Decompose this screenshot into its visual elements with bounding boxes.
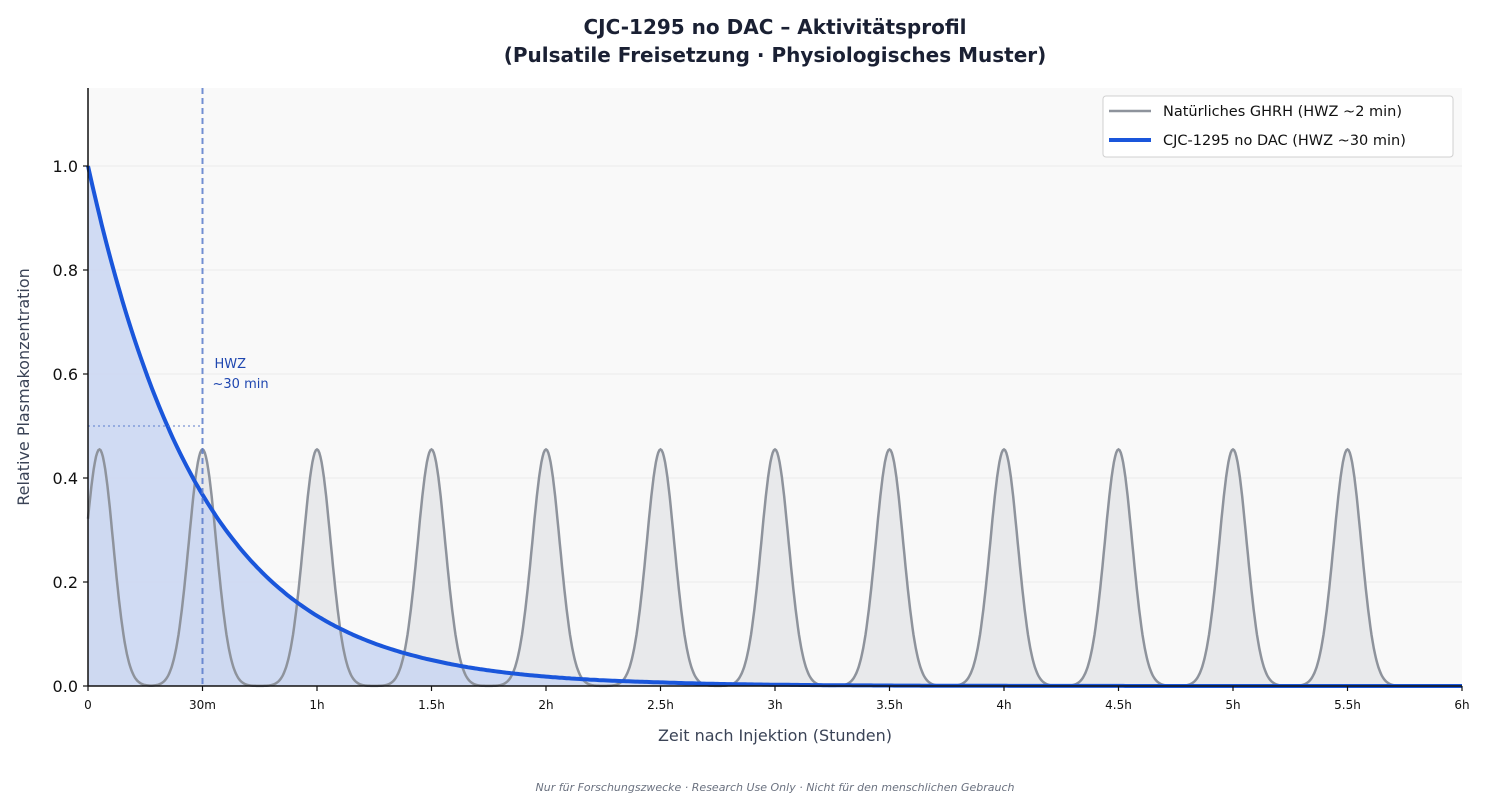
- half-life-label-line2: ~30 min: [213, 377, 269, 392]
- x-tick-label: 1.5h: [418, 698, 445, 712]
- x-tick-label: 5.5h: [1334, 698, 1361, 712]
- x-tick-label: 3.5h: [876, 698, 903, 712]
- x-tick-label: 0: [84, 698, 92, 712]
- half-life-label-line1: HWZ: [215, 357, 247, 372]
- y-axis-label: Relative Plasmakonzentration: [14, 268, 33, 506]
- ghrh-area: [88, 449, 1462, 686]
- chart-title: CJC-1295 no DAC – Aktivitätsprofil: [583, 15, 966, 39]
- y-tick-label: 1.0: [53, 157, 78, 176]
- y-tick-label: 0.6: [53, 365, 78, 384]
- x-tick-label: 5h: [1225, 698, 1240, 712]
- y-tick-label: 0.0: [53, 677, 78, 696]
- chart-subtitle: (Pulsatile Freisetzung · Physiologisches…: [504, 43, 1047, 67]
- x-tick-label: 2.5h: [647, 698, 674, 712]
- x-tick-label: 1h: [309, 698, 324, 712]
- y-tick-label: 0.8: [53, 261, 78, 280]
- x-tick-label: 2h: [538, 698, 553, 712]
- x-axis-label: Zeit nach Injektion (Stunden): [658, 726, 892, 745]
- legend-box: [1102, 95, 1454, 158]
- y-tick-label: 0.2: [53, 573, 78, 592]
- footer-disclaimer: Nur für Forschungszwecke · Research Use …: [536, 781, 1015, 794]
- y-tick-label: 0.4: [53, 469, 78, 488]
- legend: Natürliches GHRH (HWZ ~2 min) CJC-1295 n…: [1102, 95, 1454, 158]
- legend-label-ghrh: Natürliches GHRH (HWZ ~2 min): [1163, 104, 1402, 120]
- x-tick-label: 4h: [996, 698, 1011, 712]
- x-tick-label: 3h: [767, 698, 782, 712]
- ghrh-line: [86, 447, 1462, 688]
- x-tick-label: 4.5h: [1105, 698, 1132, 712]
- legend-label-cjc: CJC-1295 no DAC (HWZ ~30 min): [1163, 133, 1406, 149]
- x-tick-label: 30m: [189, 698, 216, 712]
- x-tick-label: 6h: [1454, 698, 1469, 712]
